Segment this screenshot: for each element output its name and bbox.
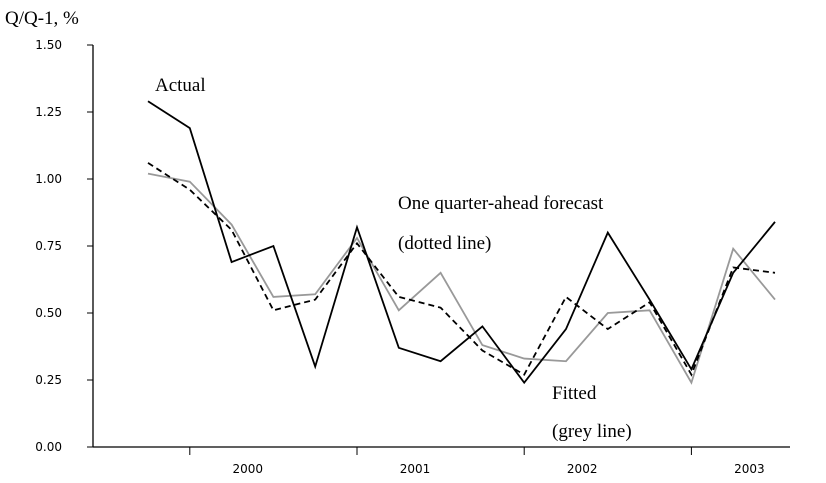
x-tick-label: 2000 [233, 462, 264, 476]
y-tick-label: 0.75 [35, 239, 62, 253]
x-tick-label: 2001 [400, 462, 431, 476]
x-tick-label: 2002 [567, 462, 598, 476]
series-line [147, 172, 776, 385]
series-label: One quarter-ahead forecast [398, 193, 604, 214]
y-tick-label: 0.25 [35, 373, 62, 387]
y-tick-label: 0.00 [35, 440, 62, 454]
series-label: Actual [155, 75, 206, 96]
y-tick-label: 1.00 [35, 172, 62, 186]
x-tick-label: 2003 [734, 462, 765, 476]
series-note: (grey line) [552, 421, 632, 442]
y-tick-label: 0.50 [35, 306, 62, 320]
series-line [147, 162, 776, 377]
y-tick-label: 1.25 [35, 105, 62, 119]
series-note: (dotted line) [398, 233, 491, 254]
y-tick-label: 1.50 [35, 38, 62, 52]
series-label: Fitted [552, 383, 597, 404]
y-axis-label: Q/Q-1, % [5, 8, 79, 29]
series-line [147, 100, 776, 385]
